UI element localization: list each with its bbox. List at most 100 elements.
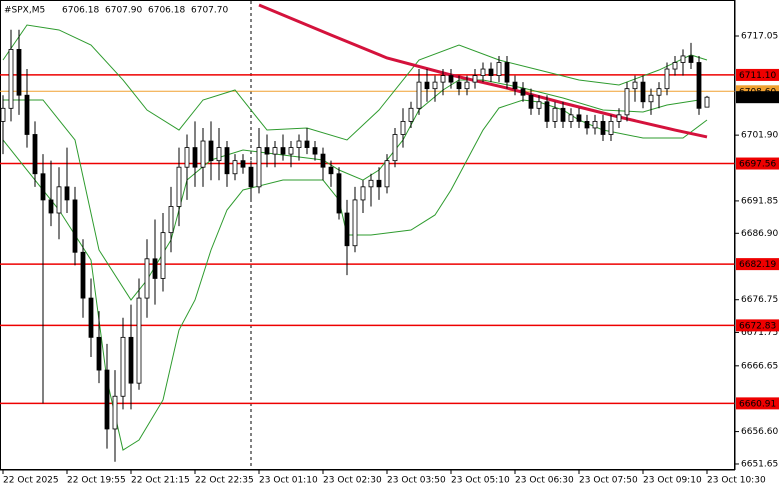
candle-body [8,49,14,109]
candle-body [424,81,430,90]
candle-body [704,96,710,108]
level-label: 6711.10 [739,71,776,81]
bollinger-band [3,79,700,301]
level-label: 6660.91 [739,399,776,409]
candle-body [520,88,526,96]
candle-body [456,81,462,90]
candle-body [448,75,454,83]
candle-body [344,212,350,247]
candle-body [672,62,678,70]
candle-body [40,173,46,201]
candle-body [224,147,230,175]
y-tick-label: 6691.85 [741,196,778,206]
candle-body [328,166,334,175]
y-tick-label: 6701.90 [741,131,778,141]
candle-body [504,62,510,83]
candle-body [96,336,102,371]
x-tick-label: 22 Oct 21:15 [131,476,190,486]
candle-body [88,297,94,338]
candle-body [64,186,70,201]
candle-body [136,297,142,384]
candle-body [208,140,214,162]
candle-body [336,173,342,214]
candle-body [656,88,662,96]
candle-body [160,232,166,279]
candle-body [392,134,398,162]
candle-body [248,166,254,188]
y-tick-label: 6676.75 [741,295,778,305]
y-tick-label: 6671.75 [741,328,778,338]
candle-body [288,147,294,155]
candle-body [32,134,38,175]
candle-body [296,140,302,148]
candle-body [304,140,310,148]
candle-body [480,68,486,76]
candle-body [592,120,598,129]
candle-body [72,199,78,253]
last-price-label: 6707.70 [739,93,776,103]
y-tick-label: 6686.90 [741,229,778,239]
x-tick-label: 23 Oct 02:30 [323,476,382,486]
candle-body [536,101,542,109]
x-tick-label: 23 Oct 06:30 [515,476,574,486]
candle-body [432,81,438,90]
level-label: 6697.56 [739,160,776,170]
candle-body [104,369,110,430]
symbol: #SPX,M5 [4,6,45,16]
candle-body [648,94,654,103]
candle-body [280,147,286,155]
level-box [736,258,779,271]
candle-body [544,101,550,122]
candle-body [488,68,494,76]
x-tick-label: 23 Oct 05:10 [451,476,510,486]
candle-body [0,107,6,122]
bollinger-band [2,99,708,451]
candle-body [600,120,606,135]
candle-body [184,147,190,168]
candle-body [200,140,206,168]
x-tick-label: 23 Oct 03:50 [387,476,446,486]
candle-body [384,160,390,188]
x-tick-label: 22 Oct 19:55 [67,476,126,486]
candle-body [608,120,614,135]
candle-body [216,147,222,162]
candle-body [616,114,622,122]
candle-body [624,88,630,116]
candle-body [272,147,278,155]
bollinger-band [2,24,708,141]
candle-body [408,107,414,122]
candle-body [400,120,406,135]
x-tick-label: 23 Oct 07:50 [579,476,638,486]
candle-body [528,94,534,109]
candle-body [360,186,366,201]
x-tick-label: 23 Oct 09:10 [643,476,702,486]
candle-body [376,179,382,188]
x-tick-label: 23 Oct 01:10 [259,476,318,486]
header-low: 6706.18 [148,6,185,16]
candle-body [152,258,158,279]
candle-body [632,81,638,90]
candle-body [168,206,174,234]
candle-body [232,160,238,175]
candle-body [56,186,62,214]
header-open: 6706.18 [62,6,99,16]
candle-body [352,199,358,247]
candle-body [368,179,374,188]
level-box [736,157,779,170]
x-tick-label: 22 Oct 22:35 [195,476,254,486]
x-tick-label: 23 Oct 10:30 [707,476,766,486]
candle-body [416,81,422,109]
candle-body [240,160,246,168]
candle-body [80,251,86,299]
candle-body [144,258,150,299]
candle-body [560,107,566,122]
candle-body [120,336,126,397]
candle-body [496,62,502,76]
candle-body [256,147,262,188]
marks [0,3,735,462]
candle-body [664,68,670,90]
candle-body [512,81,518,90]
x-tick-label: 22 Oct 2025 [3,476,59,486]
candle-body [16,49,22,96]
